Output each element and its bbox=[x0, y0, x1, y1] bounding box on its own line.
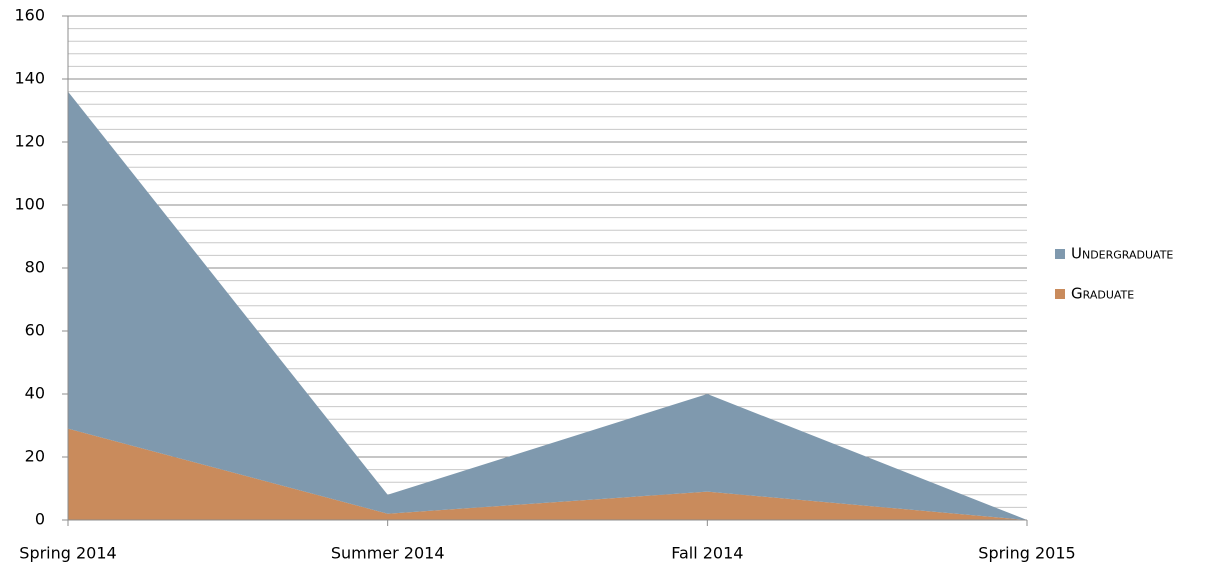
y-tick-label: 120 bbox=[14, 132, 45, 151]
x-tick-label: Spring 2015 bbox=[978, 544, 1075, 563]
y-tick-label: 60 bbox=[25, 321, 45, 340]
y-tick-label: 160 bbox=[14, 6, 45, 25]
area bbox=[68, 91, 1027, 520]
y-tick-label: 0 bbox=[35, 510, 45, 529]
x-tick-label: Summer 2014 bbox=[331, 544, 445, 563]
x-tick-label: Fall 2014 bbox=[671, 544, 743, 563]
y-tick-label: 40 bbox=[25, 384, 45, 403]
y-tick-label: 80 bbox=[25, 258, 45, 277]
legend-label: Undergraduate bbox=[1071, 245, 1173, 263]
area bbox=[68, 428, 1027, 520]
legend-swatch bbox=[1055, 249, 1065, 259]
y-tick-label: 100 bbox=[14, 195, 45, 214]
x-tick-label: Spring 2014 bbox=[19, 544, 116, 563]
y-tick-label: 20 bbox=[25, 447, 45, 466]
legend-swatch bbox=[1055, 289, 1065, 299]
y-tick-label: 140 bbox=[14, 69, 45, 88]
legend-label: Graduate bbox=[1071, 285, 1134, 303]
